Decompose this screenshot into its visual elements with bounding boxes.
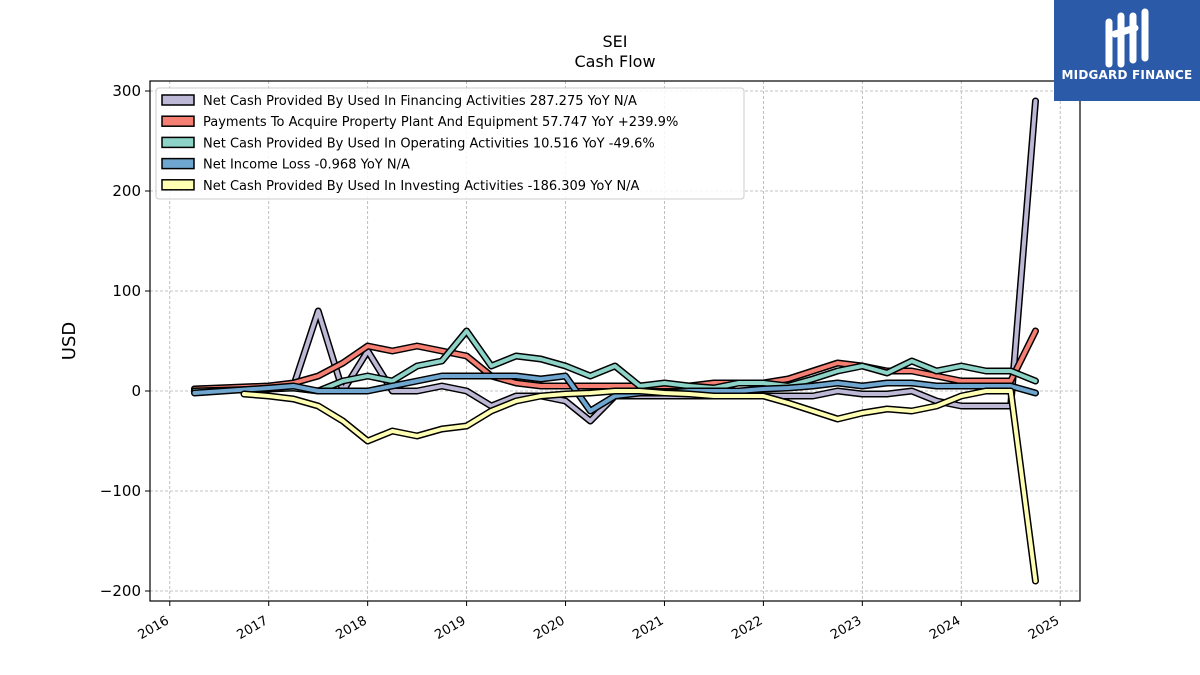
- x-tick-label: 2022: [729, 613, 765, 643]
- y-axis-label: USD: [59, 322, 80, 360]
- midgard-finance-logo: MIDGARD FINANCE: [1054, 0, 1200, 101]
- plot-frame: [149, 80, 1081, 602]
- x-tick-label: 2020: [531, 613, 567, 643]
- x-tick-label: 2018: [333, 613, 369, 643]
- y-tick-label: −100: [100, 482, 141, 500]
- midgard-logo-icon: [1105, 8, 1149, 68]
- brand-name: MIDGARD FINANCE: [1061, 68, 1193, 82]
- y-tick-label: 200: [112, 182, 141, 200]
- legend-swatch: [161, 157, 195, 170]
- series-line-outline: [240, 387, 1039, 585]
- y-tick-label: 100: [112, 282, 141, 300]
- x-tick-label: 2023: [828, 613, 864, 643]
- series-line: [242, 389, 1038, 583]
- y-tick-label: 0: [131, 382, 141, 400]
- legend-entry: Net Cash Provided By Used In Investing A…: [203, 179, 640, 194]
- legend-entry: Net Income Loss -0.968 YoY N/A: [203, 158, 410, 173]
- y-tick-label: −200: [100, 582, 141, 600]
- x-tick-label: 2019: [432, 613, 468, 643]
- x-tick-label: 2024: [927, 613, 963, 643]
- legend: Net Cash Provided By Used In Financing A…: [155, 87, 745, 200]
- chart-title: SEI: [602, 32, 628, 51]
- x-tick-label: 2021: [630, 613, 666, 643]
- y-tick-label: 300: [112, 82, 141, 100]
- legend-swatch: [161, 94, 195, 106]
- legend-entry: Net Cash Provided By Used In Financing A…: [203, 94, 637, 109]
- legend-swatch: [161, 179, 195, 191]
- legend-swatch: [161, 115, 195, 127]
- series-line: [192, 329, 1038, 393]
- legend-swatch: [161, 136, 195, 149]
- legend-entry: Payments To Acquire Property Plant And E…: [203, 115, 678, 130]
- x-tick-label: 2017: [235, 613, 271, 643]
- x-tick-label: 2016: [136, 613, 172, 643]
- chart-subtitle: Cash Flow: [574, 52, 656, 71]
- x-tick-label: 2025: [1026, 613, 1062, 643]
- legend-entry: Net Cash Provided By Used In Operating A…: [203, 136, 655, 151]
- series-lines: [191, 97, 1039, 585]
- legend-box: [155, 87, 745, 200]
